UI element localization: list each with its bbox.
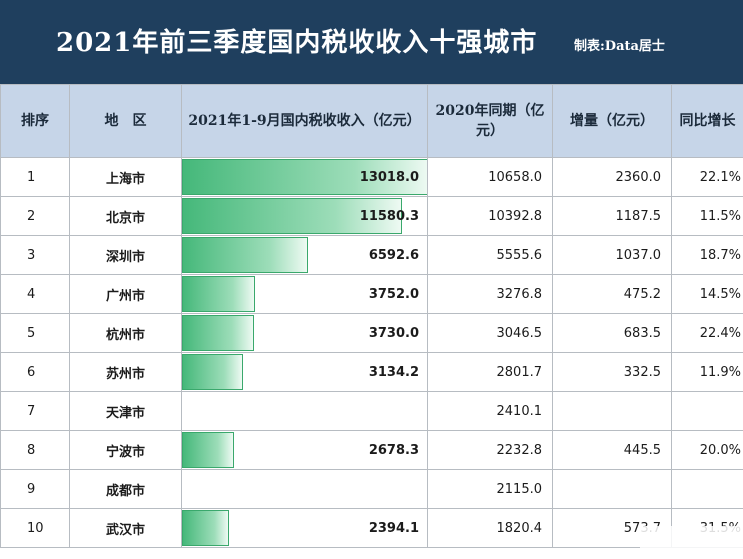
revenue-2021-value: 3752.0 [368, 286, 419, 302]
city-cell: 深圳市 [69, 235, 182, 275]
header-growth: 同比增长 [671, 84, 743, 158]
revenue-2020-cell: 2801.7 [427, 352, 553, 392]
growth-cell: 18.7% [671, 235, 743, 275]
watermark-overlay [640, 526, 743, 559]
revenue-2020-cell: 3276.8 [427, 274, 553, 314]
increase-cell: 1037.0 [552, 235, 672, 275]
rank-cell: 8 [0, 430, 70, 470]
city-cell: 广州市 [69, 274, 182, 314]
revenue-2021-value: 2678.3 [368, 442, 419, 458]
growth-cell [671, 391, 743, 431]
revenue-2021-cell [181, 469, 428, 509]
revenue-2020-cell: 5555.6 [427, 235, 553, 275]
table-row: 5 杭州市 3730.0 3046.5 683.5 22.4% [0, 313, 743, 353]
increase-cell: 683.5 [552, 313, 672, 353]
revenue-2021-cell: 2394.1 [181, 508, 428, 548]
city-cell: 武汉市 [69, 508, 182, 548]
revenue-2020-cell: 2115.0 [427, 469, 553, 509]
revenue-bar [182, 432, 235, 468]
revenue-2021-value: 6592.6 [368, 247, 419, 263]
revenue-2021-cell: 2678.3 [181, 430, 428, 470]
growth-cell: 22.1% [671, 157, 743, 197]
table-row: 8 宁波市 2678.3 2232.8 445.5 20.0% [0, 430, 743, 470]
table-row: 3 深圳市 6592.6 5555.6 1037.0 18.7% [0, 235, 743, 275]
growth-cell: 14.5% [671, 274, 743, 314]
growth-cell: 11.5% [671, 196, 743, 236]
revenue-2020-cell: 10392.8 [427, 196, 553, 236]
header-row: 排序 地 区 2021年1-9月国内税收收入（亿元） 2020年同期（亿元） 增… [0, 84, 743, 158]
growth-cell: 20.0% [671, 430, 743, 470]
header-increase: 增量（亿元） [552, 84, 672, 158]
revenue-2021-cell: 3730.0 [181, 313, 428, 353]
revenue-bar [182, 198, 403, 234]
header-rank: 排序 [0, 84, 70, 158]
revenue-2021-cell: 3134.2 [181, 352, 428, 392]
revenue-2021-cell: 6592.6 [181, 235, 428, 275]
rank-cell: 3 [0, 235, 70, 275]
increase-cell: 475.2 [552, 274, 672, 314]
revenue-2020-cell: 1820.4 [427, 508, 553, 548]
revenue-2021-value: 2394.1 [368, 520, 419, 536]
rank-cell: 9 [0, 469, 70, 509]
revenue-2020-cell: 2410.1 [427, 391, 553, 431]
revenue-2021-cell: 3752.0 [181, 274, 428, 314]
city-cell: 宁波市 [69, 430, 182, 470]
city-cell: 上海市 [69, 157, 182, 197]
table-body: 1 上海市 13018.0 10658.0 2360.0 22.1% 2 北京市 11580.3… [0, 157, 743, 548]
header-revenue-2021: 2021年1-9月国内税收收入（亿元） [181, 84, 428, 158]
table-row: 9 成都市 2115.0 [0, 469, 743, 509]
table-row: 6 苏州市 3134.2 2801.7 332.5 11.9% [0, 352, 743, 392]
revenue-2020-cell: 2232.8 [427, 430, 553, 470]
increase-cell [552, 469, 672, 509]
rank-cell: 5 [0, 313, 70, 353]
revenue-2021-value: 11580.3 [359, 208, 419, 224]
growth-cell: 22.4% [671, 313, 743, 353]
city-cell: 成都市 [69, 469, 182, 509]
growth-cell: 11.9% [671, 352, 743, 392]
rank-cell: 2 [0, 196, 70, 236]
city-cell: 杭州市 [69, 313, 182, 353]
table-row: 1 上海市 13018.0 10658.0 2360.0 22.1% [0, 157, 743, 197]
increase-cell: 1187.5 [552, 196, 672, 236]
revenue-bar [182, 276, 255, 312]
revenue-2021-value: 3730.0 [368, 325, 419, 341]
revenue-2021-cell: 13018.0 [181, 157, 428, 197]
credit-text: 制表:Data居士 [574, 39, 665, 54]
table-row: 4 广州市 3752.0 3276.8 475.2 14.5% [0, 274, 743, 314]
revenue-bar [182, 354, 244, 390]
increase-cell: 332.5 [552, 352, 672, 392]
city-cell: 天津市 [69, 391, 182, 431]
revenue-bar [182, 510, 230, 546]
revenue-2021-cell [181, 391, 428, 431]
revenue-bar [182, 315, 255, 351]
header-region: 地 区 [69, 84, 182, 158]
table-title: 2021年前三季度国内税收收入十强城市 [56, 28, 538, 58]
revenue-bar [182, 159, 427, 195]
growth-cell [671, 469, 743, 509]
rank-cell: 7 [0, 391, 70, 431]
revenue-2020-cell: 10658.0 [427, 157, 553, 197]
title-bar: 2021年前三季度国内税收收入十强城市 制表:Data居士 [0, 0, 743, 84]
increase-cell [552, 391, 672, 431]
header-revenue-2020: 2020年同期（亿元） [427, 84, 553, 158]
table-row: 7 天津市 2410.1 [0, 391, 743, 431]
table-row: 2 北京市 11580.3 10392.8 1187.5 11.5% [0, 196, 743, 236]
increase-cell: 445.5 [552, 430, 672, 470]
rank-cell: 10 [0, 508, 70, 548]
rank-cell: 1 [0, 157, 70, 197]
revenue-2021-value: 13018.0 [359, 169, 419, 185]
increase-cell: 2360.0 [552, 157, 672, 197]
tax-revenue-table: 排序 地 区 2021年1-9月国内税收收入（亿元） 2020年同期（亿元） 增… [0, 84, 743, 548]
revenue-2021-cell: 11580.3 [181, 196, 428, 236]
revenue-bar [182, 237, 308, 273]
rank-cell: 4 [0, 274, 70, 314]
revenue-2021-value: 3134.2 [368, 364, 419, 380]
city-cell: 苏州市 [69, 352, 182, 392]
revenue-2020-cell: 3046.5 [427, 313, 553, 353]
city-cell: 北京市 [69, 196, 182, 236]
rank-cell: 6 [0, 352, 70, 392]
